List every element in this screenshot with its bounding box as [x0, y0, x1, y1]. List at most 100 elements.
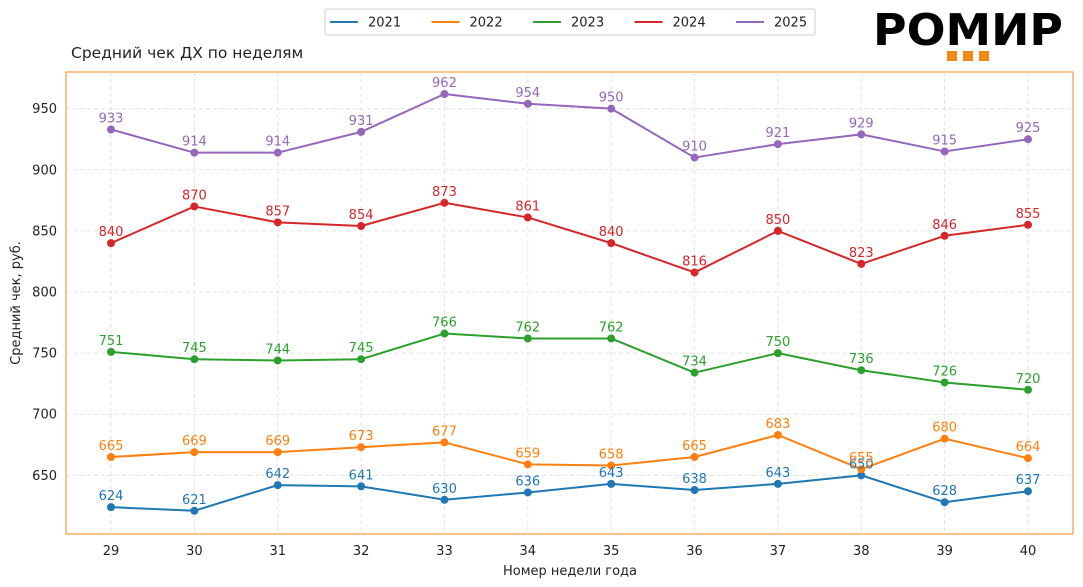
- data-label: 677: [432, 424, 457, 439]
- data-point: [857, 465, 866, 474]
- data-label: 751: [99, 334, 124, 349]
- data-label: 929: [849, 116, 874, 131]
- x-tick-label: 33: [436, 544, 453, 559]
- data-label: 650: [849, 457, 874, 472]
- x-tick-label: 29: [103, 544, 120, 559]
- data-point: [357, 482, 366, 491]
- data-label: 870: [182, 188, 207, 203]
- data-label: 933: [99, 111, 124, 126]
- data-label: 642: [265, 467, 290, 482]
- logo-text: РОМИР: [873, 5, 1063, 56]
- data-point: [773, 431, 782, 439]
- legend-item-2024: 2024: [634, 16, 706, 31]
- data-point: [523, 460, 532, 469]
- x-tick-label: 39: [936, 544, 953, 559]
- chart-legend: 2021 2022 2023 2024 2025: [324, 8, 816, 36]
- data-label: 665: [99, 439, 124, 454]
- series-2025: [107, 90, 1032, 162]
- logo-square-1: [947, 51, 957, 61]
- data-label: 734: [682, 355, 707, 370]
- grid-lines: [66, 72, 1073, 534]
- series-2022: [107, 431, 1032, 474]
- data-point: [523, 334, 532, 343]
- data-label: 630: [432, 482, 457, 497]
- legend-label: 2024: [673, 16, 706, 31]
- data-point: [107, 239, 115, 248]
- data-label: 750: [765, 335, 790, 350]
- data-label: 762: [599, 320, 624, 335]
- data-point: [357, 355, 366, 364]
- data-point: [773, 479, 782, 488]
- x-tick-label: 37: [770, 544, 787, 559]
- data-label: 659: [515, 446, 540, 461]
- x-tick-label: 35: [603, 544, 620, 559]
- data-label: 846: [932, 218, 957, 233]
- series-line: [110, 332, 1029, 391]
- data-point: [857, 130, 866, 139]
- y-tick-label: 900: [32, 163, 57, 178]
- data-point: [1024, 220, 1032, 229]
- x-tick-label: 30: [186, 544, 203, 559]
- data-label: 680: [932, 421, 957, 436]
- data-point: [107, 453, 115, 461]
- data-label: 915: [932, 133, 957, 148]
- data-point: [190, 506, 199, 515]
- data-point: [690, 268, 699, 277]
- y-tick-label: 850: [32, 224, 57, 239]
- legend-item-2025: 2025: [736, 16, 807, 31]
- data-label: 840: [99, 225, 124, 240]
- data-point: [607, 104, 616, 113]
- data-label: 637: [1016, 473, 1041, 488]
- data-point: [440, 495, 449, 504]
- data-labels: 624 621 642 641 630 636 643 638 643 650 628 637 665 6…: [99, 76, 1041, 508]
- data-point: [690, 453, 699, 461]
- x-tick-label: 38: [853, 544, 870, 559]
- data-label: 621: [182, 493, 207, 508]
- series-line: [110, 201, 1029, 274]
- chart-title: Средний чек ДХ по неделям: [71, 44, 303, 62]
- data-label: 624: [99, 489, 124, 504]
- series-2024: [107, 198, 1032, 277]
- legend-label: 2023: [571, 16, 604, 31]
- data-point: [1024, 135, 1032, 144]
- y-tick-label: 950: [32, 102, 57, 117]
- data-label: 665: [682, 439, 707, 454]
- data-point: [190, 148, 199, 157]
- data-point: [273, 448, 282, 457]
- series-line: [110, 434, 1029, 471]
- data-label: 910: [682, 140, 707, 155]
- y-axis-title: Средний чек, руб.: [9, 241, 24, 365]
- data-label: 745: [349, 341, 374, 356]
- data-label: 628: [932, 484, 957, 499]
- data-point: [940, 434, 949, 443]
- data-label: 861: [515, 199, 540, 214]
- legend-label: 2021: [368, 16, 401, 31]
- data-point: [357, 222, 366, 230]
- data-point: [607, 461, 616, 470]
- data-label: 950: [599, 91, 624, 106]
- axis-ticks: 29 30 31 32 33 34 35 36 37 38 39 40 650 700 750 800 850 9…: [32, 102, 1036, 559]
- legend-label: 2025: [774, 16, 807, 31]
- data-point: [857, 471, 866, 480]
- series-line: [110, 474, 1029, 512]
- legend-item-2022: 2022: [431, 16, 503, 31]
- data-point: [773, 349, 782, 358]
- data-label: 683: [765, 417, 790, 432]
- series-2021: [107, 471, 1032, 515]
- data-label: 854: [349, 208, 374, 223]
- data-label: 643: [765, 466, 790, 481]
- data-label: 736: [849, 352, 874, 367]
- data-label: 673: [349, 429, 374, 444]
- logo-square-2: [963, 51, 973, 61]
- data-point: [440, 438, 449, 447]
- data-point: [440, 198, 449, 207]
- series-2023: [107, 329, 1032, 394]
- data-point: [440, 90, 449, 98]
- data-label: 762: [515, 320, 540, 335]
- data-point: [273, 148, 282, 157]
- data-label: 855: [1016, 207, 1041, 222]
- data-point: [773, 226, 782, 235]
- data-point: [857, 366, 866, 375]
- data-point: [940, 147, 949, 156]
- data-label: 850: [765, 213, 790, 228]
